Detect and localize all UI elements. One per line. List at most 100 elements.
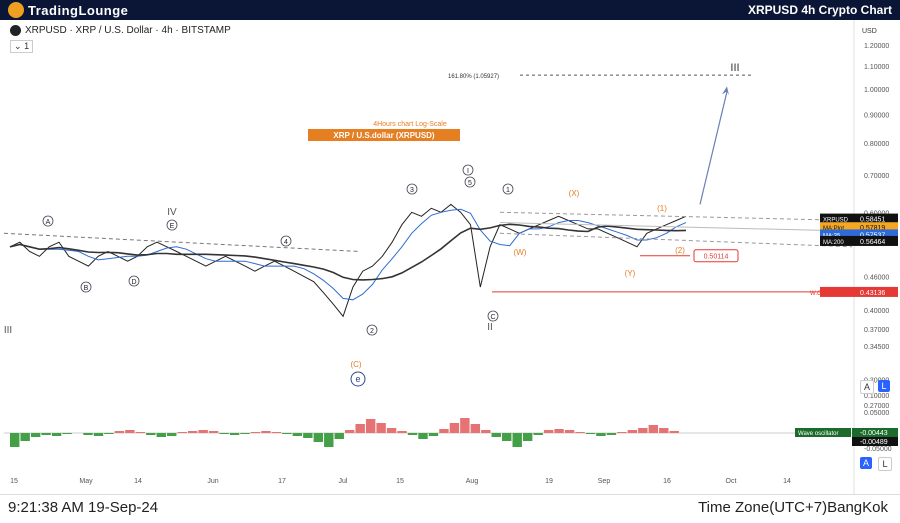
oscillator-value-bg bbox=[852, 428, 898, 437]
oscillator-bar bbox=[659, 428, 669, 433]
wave-label: e bbox=[355, 374, 360, 384]
price-tag-name: MA:200 bbox=[823, 240, 844, 246]
wave-label: III bbox=[4, 325, 12, 336]
auto-scale-button[interactable]: A bbox=[860, 380, 874, 394]
price-tag-value: 0.58451 bbox=[860, 217, 885, 224]
oscillator-bar bbox=[303, 433, 313, 438]
lower-channel-line bbox=[499, 232, 853, 248]
price-line bbox=[9, 203, 687, 318]
y-tick-label: 1.20000 bbox=[864, 43, 889, 50]
symbol-icon bbox=[10, 25, 21, 36]
oscillator-bar bbox=[376, 423, 386, 433]
oscillator-bar bbox=[439, 429, 449, 433]
symbol-description: XRPUSD · XRP / U.S. Dollar · 4h · BITSTA… bbox=[25, 25, 231, 36]
y-tick-label: 0.27000 bbox=[864, 403, 889, 410]
osc-log-button[interactable]: L bbox=[878, 457, 892, 471]
wave-circle bbox=[462, 164, 474, 176]
x-tick-label: Sep bbox=[598, 478, 611, 485]
oscillator-bar bbox=[62, 433, 72, 434]
ma200-line bbox=[9, 223, 687, 281]
oscillator-bar bbox=[345, 430, 355, 433]
oscillator-bar bbox=[648, 425, 659, 433]
indicator-toggle[interactable]: ⌄ 1 bbox=[10, 40, 34, 53]
x-tick-label: Jun bbox=[207, 478, 218, 485]
oscillator-bar bbox=[250, 432, 261, 433]
wave-label: D bbox=[131, 279, 136, 286]
annotation-title-box bbox=[308, 129, 460, 141]
oscillator-bar bbox=[543, 430, 554, 433]
wave-circle bbox=[80, 281, 92, 293]
ma35-line bbox=[9, 208, 687, 301]
wave-label: E bbox=[170, 223, 175, 230]
oscillator-bar bbox=[187, 431, 198, 433]
wave-label: (1) bbox=[657, 204, 667, 213]
wave-circle bbox=[42, 215, 54, 227]
oscillator-bar bbox=[386, 428, 397, 433]
oscillator-bar bbox=[10, 433, 20, 447]
oscillator-bar bbox=[522, 433, 533, 441]
oscillator-bar bbox=[564, 430, 575, 433]
oscillator-value2-bg bbox=[852, 437, 898, 446]
timezone: Time Zone(UTC+7)BangKok bbox=[698, 499, 888, 516]
price-tag-bg bbox=[820, 222, 898, 233]
chevron-icon: ⌄ bbox=[14, 41, 22, 51]
brand-logo: TradingLounge bbox=[8, 2, 128, 18]
y-tick-label: 0.90000 bbox=[864, 112, 889, 119]
oscillator-bar bbox=[596, 433, 606, 436]
y-tick-label: 0.30000 bbox=[864, 378, 889, 385]
price-axis bbox=[854, 20, 900, 494]
wave-label: 2 bbox=[370, 328, 374, 335]
oscillator-bar bbox=[167, 433, 177, 436]
y-tick-label: 1.00000 bbox=[864, 87, 889, 94]
wave-circle bbox=[350, 371, 366, 387]
price-chart[interactable]: USD 1.20000 1.10000 1.00000 0.90000 0.80000 0.… bbox=[0, 20, 900, 494]
oscillator-bar bbox=[428, 433, 439, 436]
log-scale-button[interactable]: L bbox=[878, 380, 890, 392]
oscillator-bar bbox=[470, 424, 481, 433]
oscillator-bar bbox=[30, 433, 41, 437]
oscillator-bar bbox=[638, 428, 648, 433]
oscillator-bar bbox=[334, 433, 344, 439]
osc-auto-button[interactable]: A bbox=[860, 457, 872, 469]
brand-logo-icon bbox=[8, 2, 24, 18]
wave-label: 3 bbox=[410, 187, 414, 194]
oscillator-bar bbox=[41, 433, 51, 435]
footer-bar: 9:21:38 AM 19-Sep-24 Time Zone(UTC+7)Ban… bbox=[0, 494, 900, 523]
y-tick-label: 0.80000 bbox=[864, 141, 889, 148]
wave-label: 4 bbox=[284, 239, 288, 246]
mid-line bbox=[499, 222, 853, 232]
symbol-header[interactable]: XRPUSD · XRP / U.S. Dollar · 4h · BITSTA… bbox=[10, 25, 231, 36]
price-tag-bg bbox=[820, 229, 898, 240]
oscillator-bar bbox=[449, 423, 460, 433]
price-tag-name: XRPUSD bbox=[823, 218, 849, 224]
price-tag-bg bbox=[820, 235, 898, 246]
wave-target-label: III bbox=[730, 62, 739, 74]
price-tag-value: 0.57537 bbox=[860, 232, 885, 239]
oscillator-bar bbox=[627, 430, 638, 433]
oscillator-bar bbox=[617, 432, 627, 433]
wave-circle bbox=[487, 310, 499, 322]
oscillator-bar bbox=[397, 431, 407, 433]
x-tick-label: 14 bbox=[134, 478, 142, 485]
oscillator-bar bbox=[146, 433, 156, 435]
wave4-channel-line bbox=[3, 232, 361, 253]
wave-label: B bbox=[84, 285, 89, 292]
y-tick-label: 0.46000 bbox=[864, 274, 889, 281]
price-tag-value: 0.56464 bbox=[860, 239, 885, 246]
oscillator-bar bbox=[355, 424, 365, 433]
x-tick-label: 19 bbox=[545, 478, 553, 485]
wave-label: 5 bbox=[468, 180, 472, 187]
price-tag-value: 0.43136 bbox=[860, 290, 885, 297]
oscillator-bar bbox=[198, 430, 208, 433]
oscillator-name-bg bbox=[795, 428, 851, 437]
oscillator-bar bbox=[83, 433, 93, 435]
support-label: 0.50114 bbox=[704, 254, 729, 261]
oscillator-bar bbox=[219, 433, 229, 434]
projection-arrow bbox=[699, 91, 728, 205]
x-tick-label: May bbox=[79, 478, 93, 485]
oscillator-bar bbox=[282, 433, 292, 434]
y-tick-label: 0.10000 bbox=[864, 393, 889, 400]
oscillator-bar bbox=[365, 419, 376, 433]
oscillator-bar bbox=[324, 433, 334, 447]
oscillator-bar bbox=[261, 431, 271, 433]
